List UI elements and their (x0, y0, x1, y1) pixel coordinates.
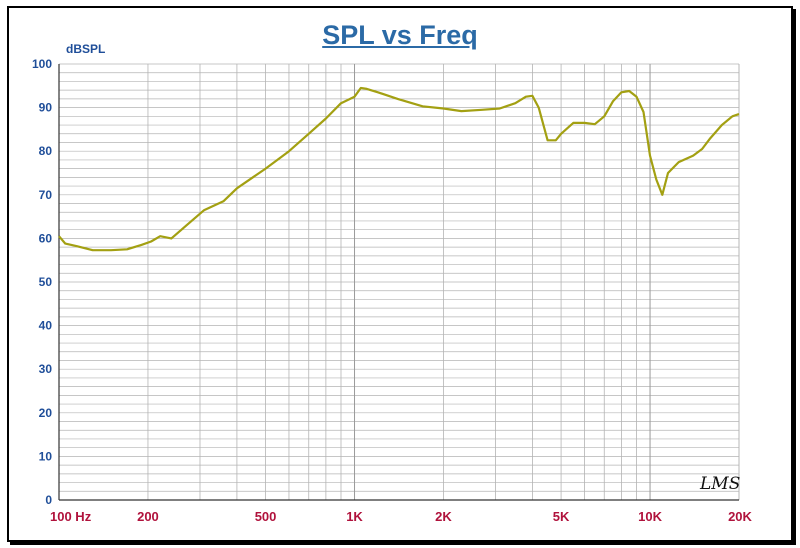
x-tick-label: 5K (553, 509, 570, 524)
y-tick-label: 0 (45, 493, 52, 507)
chart-title: SPL vs Freq (322, 20, 478, 50)
y-tick-label: 60 (39, 231, 53, 245)
x-tick-label: 500 (255, 509, 277, 524)
x-tick-label: 20K (728, 509, 752, 524)
x-tick-label: 1K (346, 509, 363, 524)
y-tick-label: 40 (39, 319, 53, 333)
y-tick-label: 50 (39, 275, 53, 289)
y-tick-label: 70 (39, 188, 53, 202)
x-tick-label: 200 (137, 509, 159, 524)
x-tick-label: 100 Hz (50, 509, 92, 524)
y-tick-label: 30 (39, 362, 53, 376)
y-tick-label: 80 (39, 144, 53, 158)
y-axis-label: dBSPL (66, 42, 105, 56)
x-tick-label: 10K (638, 509, 662, 524)
y-tick-label: 90 (39, 101, 53, 115)
x-tick-label: 2K (435, 509, 452, 524)
y-tick-label: 20 (39, 406, 53, 420)
y-tick-label: 100 (32, 57, 52, 71)
lms-logo: LMS (700, 474, 741, 494)
spl-series-line (58, 86, 740, 252)
y-tick-label: 10 (39, 449, 53, 463)
